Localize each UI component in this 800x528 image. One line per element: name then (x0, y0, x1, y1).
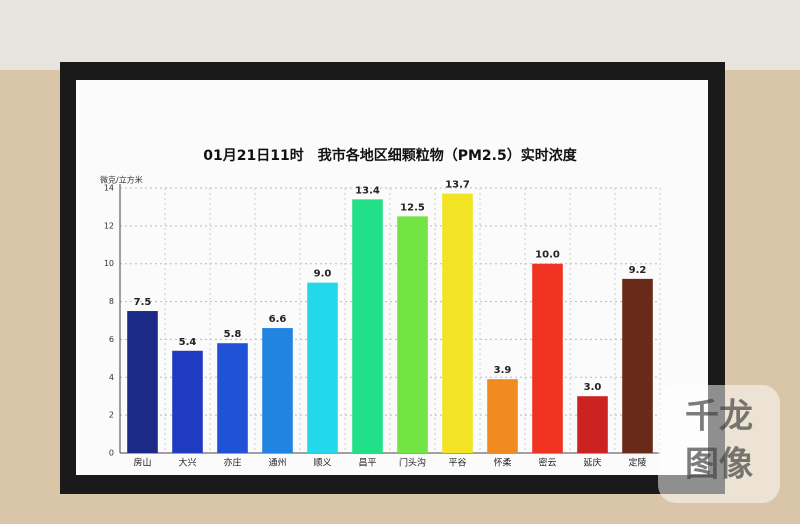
bar (127, 311, 158, 453)
bar (307, 282, 338, 453)
bar (622, 278, 653, 453)
watermark: 千龙 图像 (658, 385, 780, 503)
x-tick-label: 房山 (133, 457, 151, 469)
bar (217, 343, 248, 453)
bar (532, 263, 563, 453)
bar (487, 379, 518, 453)
x-tick-label: 通州 (268, 458, 286, 469)
y-tick-label: 8 (109, 297, 114, 306)
value-label: 5.8 (224, 329, 242, 340)
y-tick-label: 2 (109, 411, 114, 420)
x-tick-label: 顺义 (313, 458, 331, 469)
chart-title: 01月21日11时 我市各地区细颗粒物（PM2.5）实时浓度 (203, 147, 577, 164)
y-tick-label: 4 (109, 373, 114, 382)
x-tick-label: 大兴 (178, 457, 196, 469)
value-label: 7.5 (134, 297, 152, 308)
watermark-text: 图像 (685, 445, 753, 485)
bar (352, 199, 383, 453)
x-tick-label: 平谷 (448, 458, 466, 469)
bar (262, 328, 293, 453)
y-tick-label: 14 (104, 184, 114, 193)
x-tick-label: 定陵 (628, 457, 646, 469)
watermark-box (658, 385, 780, 503)
value-label: 3.9 (494, 365, 512, 376)
x-tick-label: 怀柔 (493, 457, 511, 469)
x-tick-label: 昌平 (358, 458, 376, 469)
y-tick-label: 12 (104, 221, 114, 230)
y-tick-label: 0 (109, 449, 114, 458)
value-label: 12.5 (400, 202, 425, 213)
x-tick-label: 密云 (538, 457, 556, 469)
watermark-text: 千龙 (685, 397, 753, 437)
ceiling (0, 0, 800, 70)
screen (76, 80, 708, 475)
value-label: 5.4 (179, 337, 197, 348)
value-label: 13.7 (445, 180, 470, 191)
y-axis-label: 微克/立方米 (100, 175, 143, 185)
value-label: 10.0 (535, 250, 560, 261)
y-tick-label: 6 (109, 335, 114, 344)
bar (577, 396, 608, 453)
x-tick-label: 亦庄 (223, 457, 241, 469)
value-label: 3.0 (584, 382, 602, 393)
x-tick-label: 门头沟 (399, 457, 426, 469)
bar (397, 216, 428, 453)
bar (442, 193, 473, 453)
value-label: 13.4 (355, 185, 380, 196)
value-label: 6.6 (269, 314, 287, 325)
x-tick-label: 延庆 (583, 457, 601, 469)
bar (172, 350, 203, 453)
value-label: 9.2 (629, 265, 647, 276)
y-tick-label: 10 (104, 259, 114, 268)
value-label: 9.0 (314, 269, 332, 280)
